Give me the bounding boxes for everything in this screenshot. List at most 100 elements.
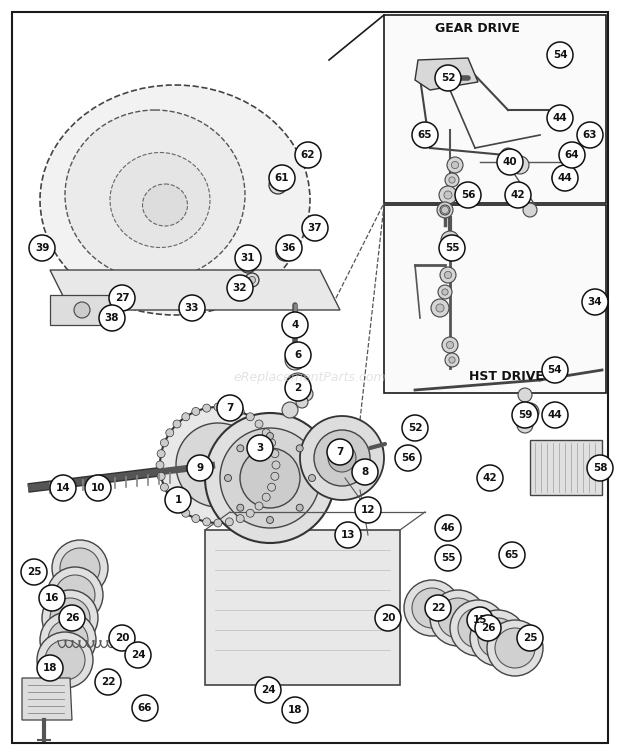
Circle shape	[449, 177, 455, 183]
Text: 18: 18	[43, 663, 57, 673]
Circle shape	[50, 475, 76, 501]
Circle shape	[37, 655, 63, 681]
Ellipse shape	[40, 85, 310, 315]
Circle shape	[165, 487, 191, 513]
Text: 13: 13	[341, 530, 355, 540]
Circle shape	[440, 205, 450, 215]
Text: 18: 18	[288, 705, 303, 715]
Circle shape	[214, 403, 222, 411]
Circle shape	[236, 408, 244, 415]
Text: 46: 46	[441, 523, 455, 533]
Circle shape	[449, 357, 455, 363]
Circle shape	[37, 632, 93, 688]
Circle shape	[262, 493, 270, 501]
Circle shape	[467, 607, 493, 633]
Circle shape	[445, 353, 459, 367]
Circle shape	[109, 285, 135, 311]
Circle shape	[224, 474, 231, 482]
Circle shape	[179, 295, 205, 321]
Text: 55: 55	[441, 553, 455, 563]
Circle shape	[296, 396, 308, 408]
Circle shape	[442, 289, 448, 295]
Circle shape	[39, 585, 65, 611]
Text: 62: 62	[301, 150, 315, 160]
Text: HST DRIVE: HST DRIVE	[469, 371, 544, 384]
Text: 22: 22	[431, 603, 445, 613]
Circle shape	[85, 475, 111, 501]
Circle shape	[425, 595, 451, 621]
Circle shape	[271, 473, 279, 480]
Circle shape	[445, 173, 459, 187]
Text: 31: 31	[241, 253, 255, 263]
Text: 65: 65	[418, 130, 432, 140]
Circle shape	[296, 445, 303, 451]
Text: 42: 42	[511, 190, 525, 200]
Circle shape	[518, 388, 532, 402]
Circle shape	[52, 540, 108, 596]
Circle shape	[587, 455, 613, 481]
Circle shape	[161, 483, 169, 492]
Circle shape	[436, 304, 444, 312]
Circle shape	[412, 122, 438, 148]
Circle shape	[157, 473, 165, 480]
Text: 44: 44	[557, 173, 572, 183]
Circle shape	[559, 142, 585, 168]
Circle shape	[160, 407, 276, 523]
Circle shape	[236, 515, 244, 522]
Circle shape	[267, 516, 273, 523]
Text: 65: 65	[505, 550, 520, 560]
Circle shape	[161, 439, 169, 447]
Circle shape	[475, 615, 501, 641]
Circle shape	[187, 455, 213, 481]
Circle shape	[182, 413, 190, 421]
Circle shape	[237, 504, 244, 511]
Circle shape	[435, 545, 461, 571]
Circle shape	[505, 182, 531, 208]
Text: 14: 14	[56, 483, 70, 493]
Circle shape	[435, 65, 461, 91]
Circle shape	[203, 518, 211, 526]
Circle shape	[447, 157, 463, 173]
Text: 52: 52	[408, 423, 422, 433]
Circle shape	[267, 433, 273, 439]
Circle shape	[547, 105, 573, 131]
Circle shape	[276, 235, 302, 261]
Circle shape	[245, 273, 259, 287]
Text: 25: 25	[27, 567, 42, 577]
Circle shape	[240, 257, 256, 273]
Circle shape	[302, 215, 328, 241]
Circle shape	[511, 156, 529, 174]
Circle shape	[255, 502, 263, 510]
Circle shape	[375, 605, 401, 631]
Circle shape	[477, 465, 503, 491]
Circle shape	[542, 357, 568, 383]
Circle shape	[225, 404, 233, 412]
Circle shape	[444, 191, 452, 199]
Circle shape	[255, 677, 281, 703]
Text: 36: 36	[281, 243, 296, 253]
Text: 44: 44	[547, 410, 562, 420]
Circle shape	[501, 148, 515, 162]
Text: 20: 20	[381, 613, 396, 623]
Circle shape	[285, 342, 311, 368]
Circle shape	[47, 567, 103, 623]
Bar	[530, 440, 602, 495]
Circle shape	[240, 448, 300, 508]
Circle shape	[237, 445, 244, 451]
Text: GEAR DRIVE: GEAR DRIVE	[435, 23, 520, 35]
Circle shape	[314, 430, 370, 486]
Circle shape	[166, 493, 174, 501]
Circle shape	[173, 502, 181, 510]
Circle shape	[262, 429, 270, 437]
Circle shape	[295, 142, 321, 168]
Circle shape	[437, 202, 453, 218]
Circle shape	[249, 276, 255, 283]
Circle shape	[109, 625, 135, 651]
Circle shape	[59, 605, 85, 631]
Ellipse shape	[110, 153, 210, 248]
Circle shape	[273, 180, 283, 190]
Text: 34: 34	[588, 297, 602, 307]
Text: 52: 52	[441, 73, 455, 83]
Circle shape	[40, 612, 96, 668]
Circle shape	[395, 445, 421, 471]
